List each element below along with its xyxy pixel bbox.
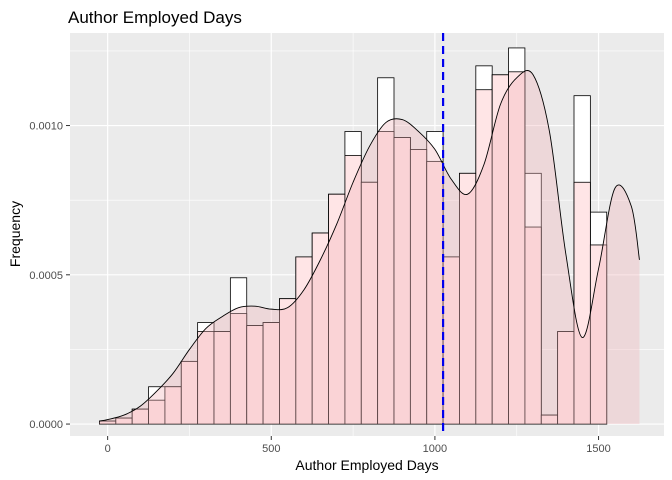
axes: 0 500 1000 1500 0.0000 0.0005 0.0010 — [29, 121, 610, 455]
x-tick-label: 500 — [262, 443, 280, 455]
density-area — [99, 70, 640, 425]
x-axis-title: Author Employed Days — [295, 457, 438, 473]
y-tick-label: 0.0010 — [29, 121, 63, 133]
x-tick-label: 1000 — [423, 443, 447, 455]
density-curve-group — [99, 70, 640, 425]
density-histogram-bars — [99, 71, 608, 425]
x-tick-label: 0 — [105, 443, 111, 455]
chart-title: Author Employed Days — [68, 8, 242, 27]
density-histogram-bar — [524, 226, 542, 425]
density-curve — [99, 70, 640, 422]
y-tick-label: 0.0000 — [29, 419, 63, 431]
y-tick-label: 0.0005 — [29, 270, 63, 282]
y-axis-title: Frequency — [7, 201, 23, 267]
x-tick-label: 1500 — [586, 443, 610, 455]
